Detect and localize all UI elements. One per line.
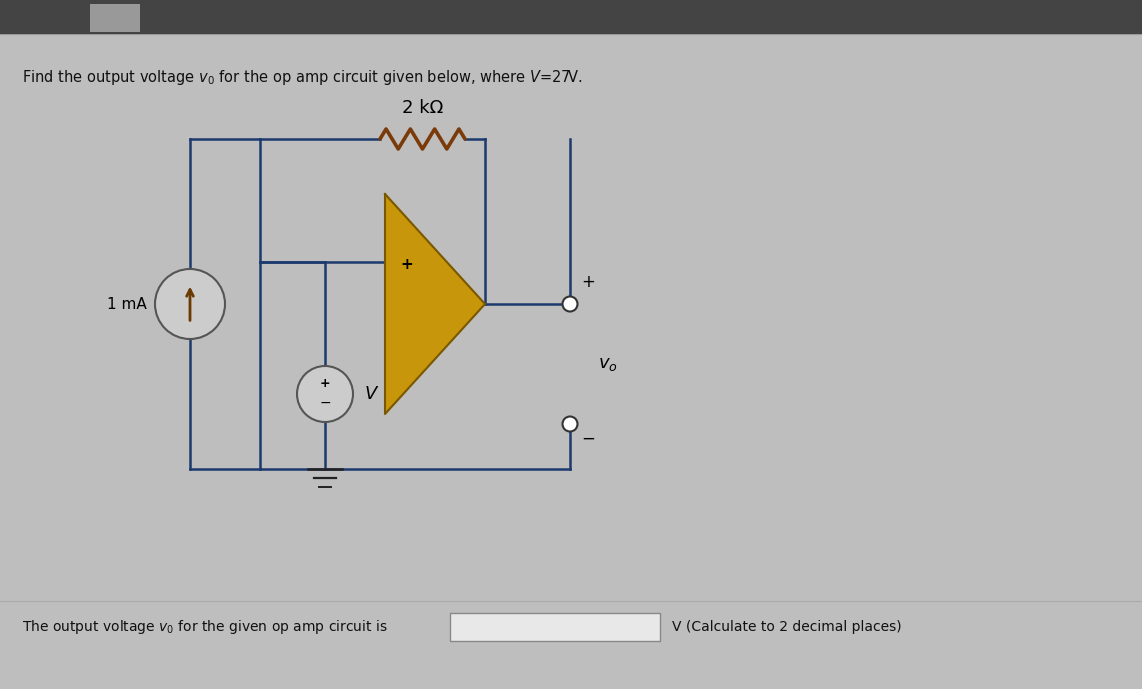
Bar	[90, 4, 140, 32]
Text: −: −	[319, 396, 331, 410]
Text: 2 kΩ: 2 kΩ	[402, 99, 443, 117]
Text: The output voltage $v_0$ for the given op amp circuit is: The output voltage $v_0$ for the given o…	[22, 618, 388, 636]
Text: −: −	[581, 430, 595, 448]
Bar	[0, 0, 1142, 34]
Circle shape	[297, 366, 353, 422]
Text: 1 mA: 1 mA	[107, 296, 147, 311]
Polygon shape	[385, 194, 485, 414]
Text: V: V	[365, 385, 377, 403]
Text: Find the output voltage $v_0$ for the op amp circuit given below, where $V$=27V.: Find the output voltage $v_0$ for the op…	[22, 68, 584, 87]
Text: +: +	[401, 257, 413, 271]
Text: +: +	[320, 376, 330, 389]
Text: V (Calculate to 2 decimal places): V (Calculate to 2 decimal places)	[671, 620, 902, 634]
FancyBboxPatch shape	[450, 613, 660, 641]
Circle shape	[563, 296, 578, 311]
Circle shape	[155, 269, 225, 339]
Text: $v_o$: $v_o$	[598, 355, 618, 373]
Circle shape	[563, 416, 578, 431]
Text: +: +	[581, 273, 595, 291]
